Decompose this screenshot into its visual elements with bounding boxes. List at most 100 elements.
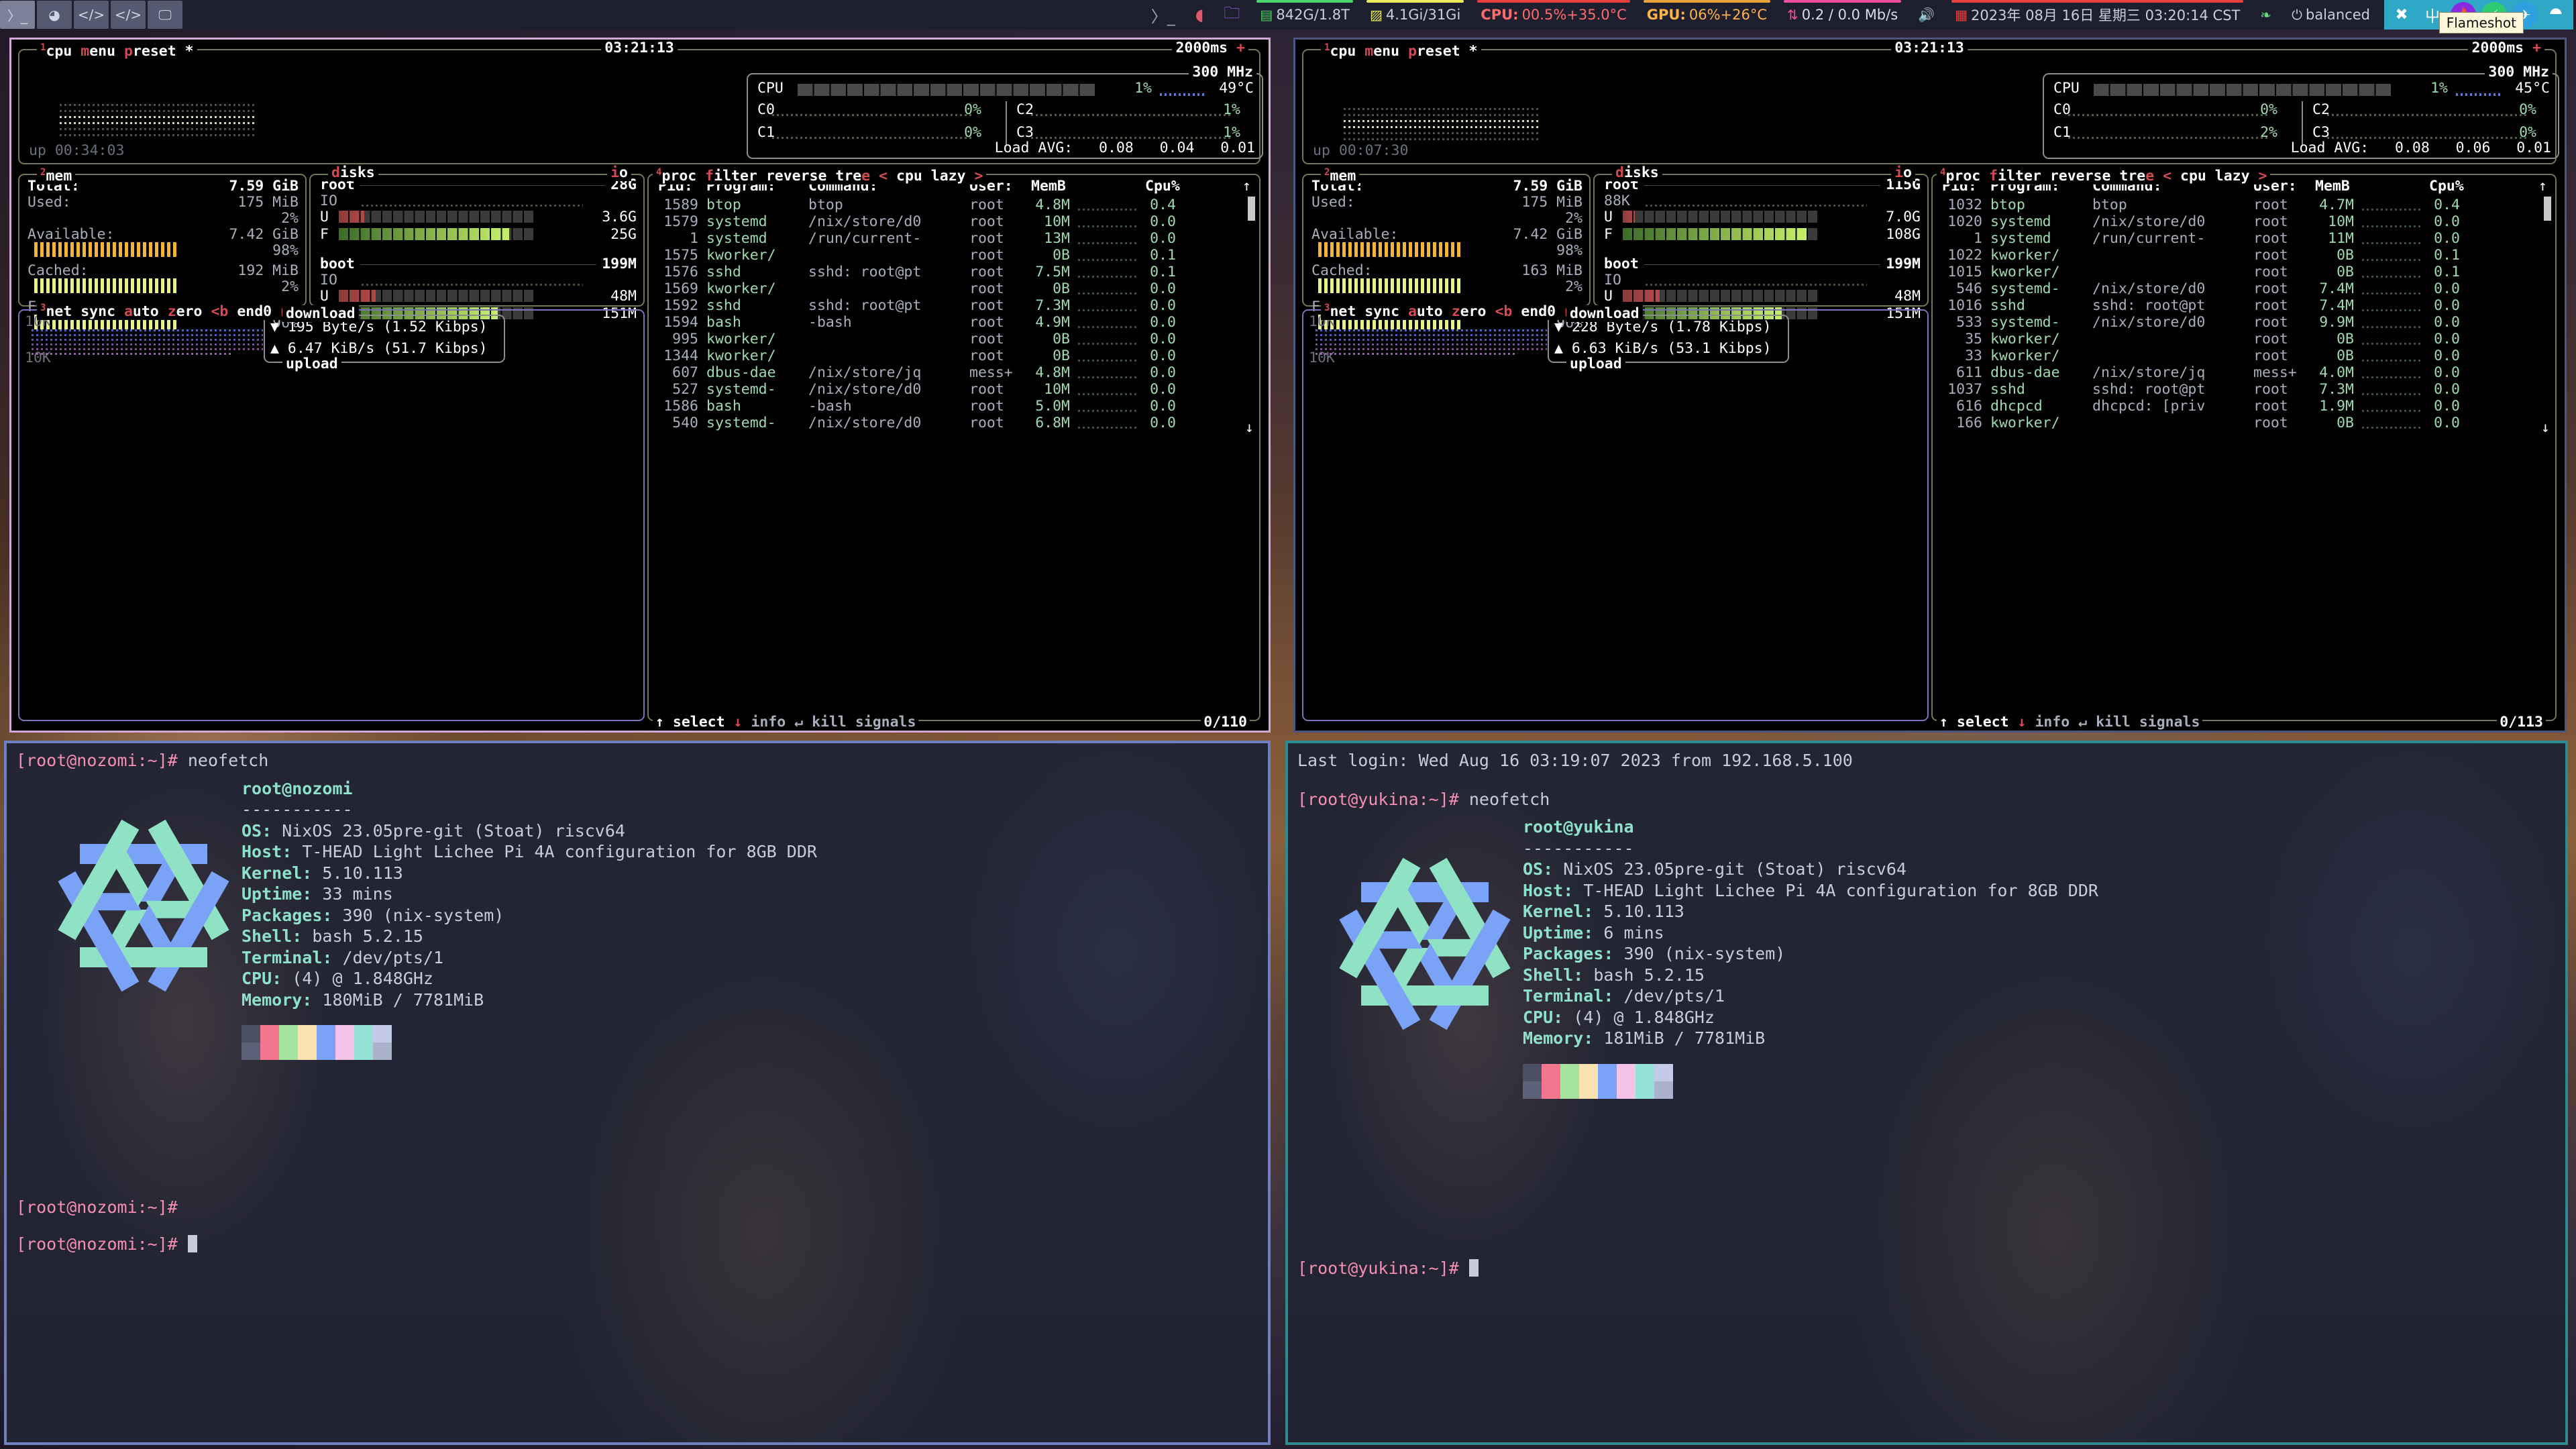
proc-filter[interactable]: ilter xyxy=(714,168,757,185)
terminal-content-right[interactable]: Last login: Wed Aug 16 03:19:07 2023 fro… xyxy=(1288,743,2565,1442)
proc-row[interactable]: 1576 sshd sshd: root@pt root 7.5M 0.1 xyxy=(649,264,1259,280)
proc-row[interactable]: 995 kworker/root 0B 0.0 xyxy=(649,331,1259,347)
menu-label[interactable]: enu xyxy=(89,43,116,60)
proc-select[interactable]: select xyxy=(1956,714,2009,731)
proc-tree[interactable]: tre xyxy=(835,168,862,185)
cpu-usage[interactable]: CPU: 00.5%+35.0°C xyxy=(1474,0,1633,30)
display-icon[interactable]: 🖵 xyxy=(148,1,182,29)
memory-usage[interactable]: ▨ 4.1Gi/31Gi xyxy=(1364,0,1466,30)
folder-icon[interactable]: 🗀 xyxy=(1218,0,1246,30)
datetime[interactable]: ▦ 2023年 08月 16日 星期三 03:20:14 CST xyxy=(1949,0,2246,30)
volume[interactable]: 🔊 xyxy=(1912,0,1941,30)
proc-kill[interactable]: kill xyxy=(812,714,847,731)
proc-row[interactable]: 1016 sshd sshd: root@pt root 7.4M 0.0 xyxy=(1933,297,2555,314)
proc-signals[interactable]: signals xyxy=(2139,714,2200,731)
proc-row[interactable]: 1020 systemd/nix/store/d0 root 10M 0.0 xyxy=(1933,213,2555,230)
proc-cell-1: systemd- xyxy=(1990,280,2060,297)
proc-info[interactable]: info xyxy=(751,714,786,731)
proc-row[interactable]: 1032 btop btop root 4.7M 0.4 xyxy=(1933,197,2555,221)
net-interface[interactable]: end0 xyxy=(1512,303,1565,321)
proc-row[interactable]: 166 kworker/root 0B 0.0 xyxy=(1933,415,2555,431)
proc-scroll-down-arrow[interactable]: ↓ xyxy=(1245,419,1254,436)
proc-row[interactable]: 1015 kworker/root 0B 0.1 xyxy=(1933,264,2555,280)
net-zero-label[interactable]: ero xyxy=(176,303,203,321)
proc-row[interactable]: 611 dbus-dae/nix/store/jq mess+ 4.0M 0.0 xyxy=(1933,364,2555,381)
proc-sort[interactable]: cpu lazy xyxy=(888,168,975,185)
proc-row[interactable]: 1569 kworker/root 0B 0.0 xyxy=(649,280,1259,297)
gpu-usage[interactable]: GPU: 06%+26°C xyxy=(1641,0,1773,30)
net-sync-label[interactable]: sync xyxy=(80,303,116,321)
terminal-prompt-active[interactable]: [root@nozomi:~]# xyxy=(16,1234,1258,1255)
proc-row[interactable]: 1 systemd/run/current-root 11M 0.0 xyxy=(1933,230,2555,247)
proc-row[interactable]: 616 dhcpcd dhcpcd: [priv root 1.9M 0.0 xyxy=(1933,398,2555,415)
proc-row[interactable]: 1575 kworker/root 0B 0.1 xyxy=(649,247,1259,264)
interval-plus[interactable]: + xyxy=(2524,40,2541,56)
proc-row[interactable]: 533 systemd- /nix/store/d0 root 9.9M 0.0 xyxy=(1933,314,2555,331)
power-profile[interactable]: ⏻ balanced xyxy=(2286,0,2376,30)
disk-usage[interactable]: ▤ 842G/1.8T xyxy=(1254,0,1356,30)
proc-info[interactable]: info xyxy=(2035,714,2070,731)
proc-kill[interactable]: kill xyxy=(2096,714,2131,731)
proc-row[interactable]: 527 systemd- /nix/store/d0 root 10M 0.0 xyxy=(649,381,1259,398)
code-alt-icon[interactable]: </> xyxy=(111,1,146,29)
terminal-window-yukina[interactable]: Last login: Wed Aug 16 03:19:07 2023 fro… xyxy=(1285,741,2568,1445)
network-speed[interactable]: ⇅ 0.2 / 0.0 Mb/s xyxy=(1781,0,1904,30)
interval-plus[interactable]: + xyxy=(1228,40,1245,56)
preset-label[interactable]: reset * xyxy=(132,43,194,60)
proc-row[interactable]: 1579 systemd/nix/store/d0 root 10M 0.0 xyxy=(649,213,1259,230)
usb-icon[interactable]: ⯊ xyxy=(2549,6,2563,23)
proc-tree[interactable]: tre xyxy=(2119,168,2146,185)
proc-sort[interactable]: cpu lazy xyxy=(2171,168,2259,185)
fcitx-input-icon[interactable]: 屮 xyxy=(2424,8,2440,25)
proc-row[interactable]: 540 systemd- /nix/store/d0 root 6.8M 0.0 xyxy=(649,415,1259,431)
proc-row[interactable]: 1586 bash -bash root 5.0M 0.0 xyxy=(649,398,1259,415)
proc-row[interactable]: 1 systemd/run/current-root 13M 0.0 xyxy=(649,230,1259,247)
proc-filter[interactable]: ilter xyxy=(1998,168,2041,185)
battery[interactable]: ❧ xyxy=(2254,0,2277,30)
proc-signals[interactable]: signals xyxy=(855,714,916,731)
proc-row[interactable]: 1594 bash -bash root 4.9M 0.0 xyxy=(649,314,1259,331)
proc-row[interactable]: 1344 kworker/root 0B 0.0 xyxy=(649,347,1259,364)
proc-row[interactable]: 35 kworker/root 0B 0.0 xyxy=(1933,331,2555,347)
proc-header-5[interactable]: Cpu% xyxy=(1145,178,1180,195)
terminal-icon[interactable]: 〉_ xyxy=(0,1,35,29)
proc-row[interactable]: 1589 btop btop root 4.8M 0.4 xyxy=(649,197,1259,221)
preset-label[interactable]: reset * xyxy=(1416,43,1478,60)
proc-row[interactable]: 1592 sshd sshd: root@pt root 7.3M 0.0 xyxy=(649,297,1259,314)
proc-row[interactable]: 607 dbus-dae/nix/store/jq mess+ 4.8M 0.0 xyxy=(649,364,1259,381)
disks-box-title: isks xyxy=(1623,164,1659,181)
proc-reverse[interactable]: reverse xyxy=(2049,168,2111,185)
update-interval[interactable]: 2000ms + xyxy=(1172,40,1248,56)
browser-icon[interactable]: ◕ xyxy=(37,1,72,29)
net-zero-label[interactable]: ero xyxy=(1460,303,1487,321)
proc-scroll-thumb[interactable] xyxy=(2544,197,2551,221)
terminal-content-left[interactable]: [root@nozomi:~]# neofetch root@nozomi ----… xyxy=(7,743,1268,1442)
net-interface[interactable]: end0 xyxy=(228,303,281,321)
menu-label[interactable]: enu xyxy=(1373,43,1400,60)
bluetooth-icon[interactable]: ✖ xyxy=(2395,6,2408,23)
btop-window-nozomi[interactable]: 1cpu menu preset * 03:21:13 2000ms + up 00:… xyxy=(9,38,1271,733)
browser-tray-icon[interactable]: ◖ xyxy=(1189,0,1210,30)
proc-scroll-thumb[interactable] xyxy=(1248,197,1255,221)
proc-scroll-down-arrow[interactable]: ↓ xyxy=(2541,419,2550,436)
proc-header-5[interactable]: Cpu% xyxy=(2429,178,2464,195)
code-icon[interactable]: </> xyxy=(74,1,109,29)
proc-row[interactable]: 546 systemd- /nix/store/d0 root 7.4M 0.0 xyxy=(1933,280,2555,297)
proc-row[interactable]: 1037 sshd sshd: root@pt root 7.3M 0.0 xyxy=(1933,381,2555,398)
btop-window-yukina[interactable]: 1cpu menu preset * 03:21:13 2000ms + up 00:… xyxy=(1293,38,2567,733)
proc-row[interactable]: 1022 kworker/root 0B 0.1 xyxy=(1933,247,2555,264)
graph-dots xyxy=(2456,93,2500,96)
terminal-prompt-active[interactable]: [root@yukina:~]# xyxy=(1297,1258,2556,1279)
proc-header-4[interactable]: MemB xyxy=(1031,178,1066,195)
net-auto-label[interactable]: uto xyxy=(1416,303,1443,321)
update-interval[interactable]: 2000ms + xyxy=(2468,40,2544,56)
terminal-tray-icon[interactable]: 〉_ xyxy=(1145,0,1181,30)
proc-header-4[interactable]: MemB xyxy=(2315,178,2350,195)
proc-reverse[interactable]: reverse xyxy=(765,168,827,185)
disks-box-title: isks xyxy=(339,164,375,181)
net-sync-label[interactable]: sync xyxy=(1364,303,1400,321)
proc-select[interactable]: select xyxy=(672,714,725,731)
proc-row[interactable]: 33 kworker/root 0B 0.0 xyxy=(1933,347,2555,364)
net-auto-label[interactable]: uto xyxy=(132,303,159,321)
terminal-window-nozomi[interactable]: [root@nozomi:~]# neofetch root@nozomi ----… xyxy=(4,741,1271,1445)
